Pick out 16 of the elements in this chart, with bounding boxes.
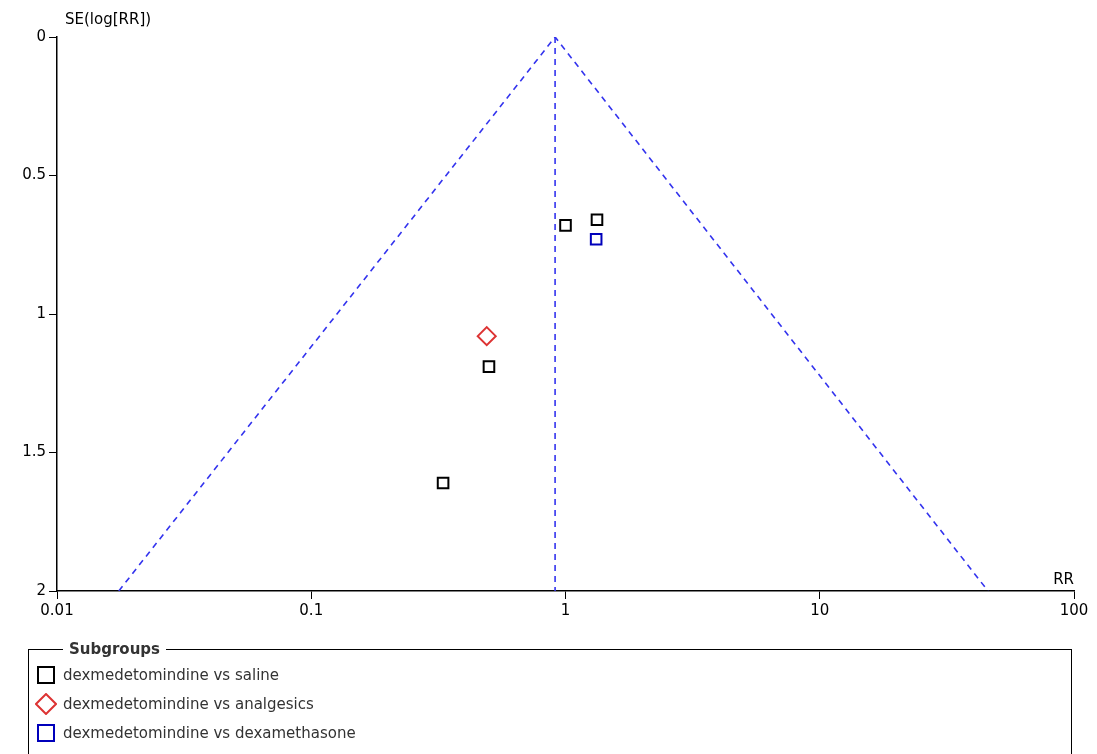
- y-tick-label: 0: [36, 26, 46, 45]
- x-tick-label: 0.1: [299, 600, 324, 619]
- x-tick-label: 0.01: [40, 600, 74, 619]
- y-tick-label: 1.5: [22, 442, 46, 461]
- legend-label: dexmedetomindine vs analgesics: [63, 694, 314, 713]
- y-tick-label: 1: [36, 303, 46, 322]
- x-tick-label: 1: [560, 600, 571, 619]
- legend-label: dexmedetomindine vs dexamethasone: [63, 723, 356, 742]
- x-tick-label: 100: [1059, 600, 1089, 619]
- legend-title: Subgroups: [68, 640, 161, 658]
- y-tick-label: 2: [36, 580, 46, 599]
- y-axis-title: SE(log[RR]): [65, 9, 152, 28]
- x-tick-label: 10: [810, 600, 830, 619]
- y-tick-label: 0.5: [22, 165, 46, 184]
- legend-label: dexmedetomindine vs saline: [63, 665, 280, 684]
- x-axis-title: RR: [1053, 570, 1074, 589]
